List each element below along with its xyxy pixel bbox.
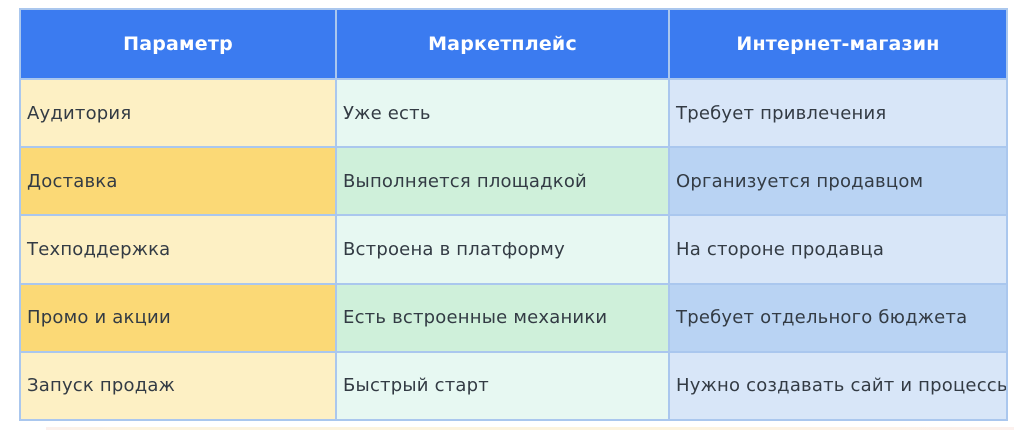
table-cell: Нужно создавать сайт и процессы (668, 350, 1008, 422)
table-cell: Аудитория (19, 77, 337, 149)
table-header-row: Параметр Маркетплейс Интернет-магазин (19, 8, 1008, 80)
table-cell: Встроена в платформу (335, 214, 670, 285)
table-cell: Требует привлечения (668, 77, 1008, 149)
header-online-shop: Интернет-магазин (668, 8, 1008, 80)
header-marketplace: Маркетплейс (335, 8, 670, 80)
marketplace-vs-shop-table: Параметр Маркетплейс Интернет-магазин Ау… (19, 8, 1008, 422)
table-cell: Доставка (19, 146, 337, 217)
table-row-launch: Запуск продаж Быстрый старт Нужно создав… (19, 350, 1008, 422)
table-cell: Запуск продаж (19, 350, 337, 422)
table-cell: Требует отдельного бюджета (668, 282, 1008, 353)
table-cell: Быстрый старт (335, 350, 670, 422)
table-row-support: Техподдержка Встроена в платформу На сто… (19, 214, 1008, 285)
table-cell: Организуется продавцом (668, 146, 1008, 217)
table-cell: Техподдержка (19, 214, 337, 285)
table-cell: Есть встроенные механики (335, 282, 670, 353)
table-row-audience: Аудитория Уже есть Требует привлечения (19, 77, 1008, 149)
header-parameter: Параметр (19, 8, 337, 80)
table-row-promo: Промо и акции Есть встроенные механики Т… (19, 282, 1008, 353)
table-row-delivery: Доставка Выполняется площадкой Организуе… (19, 146, 1008, 217)
next-element-edge (46, 427, 1014, 430)
table-cell: Промо и акции (19, 282, 337, 353)
table-cell: Выполняется площадкой (335, 146, 670, 217)
table-cell: Уже есть (335, 77, 670, 149)
table-cell: На стороне продавца (668, 214, 1008, 285)
